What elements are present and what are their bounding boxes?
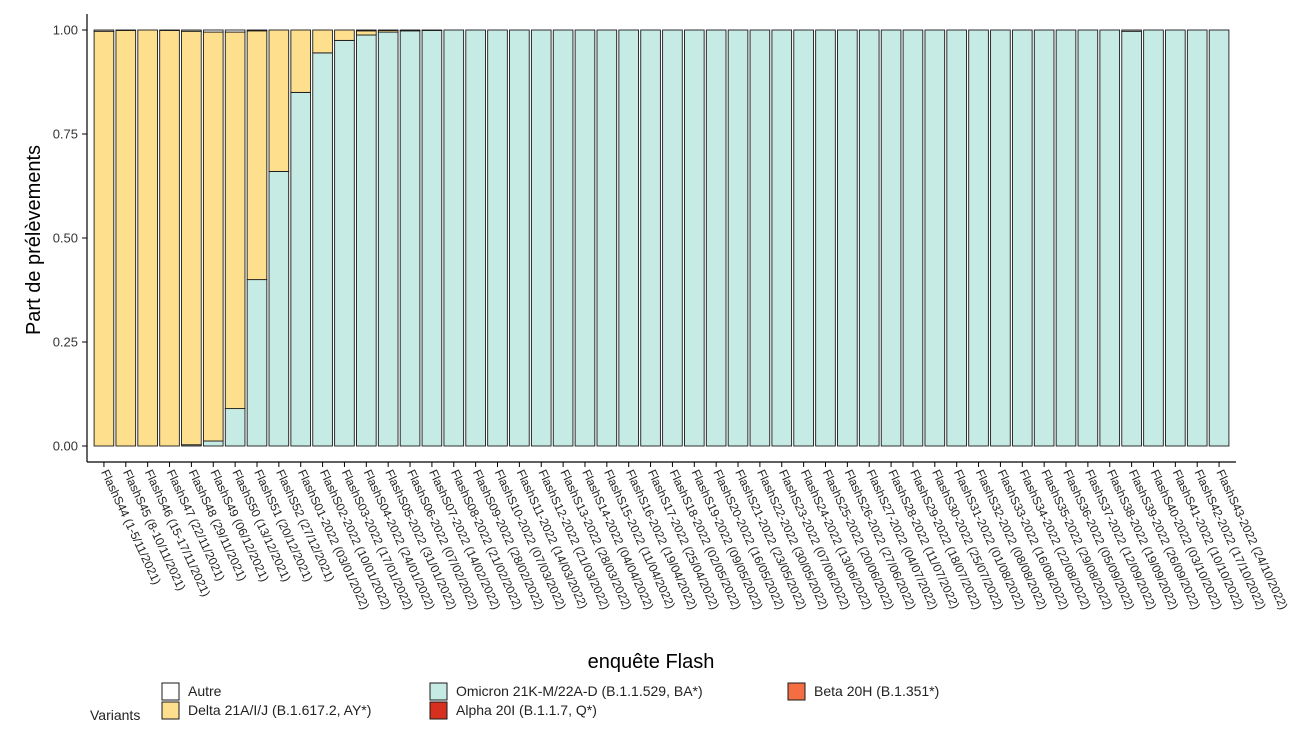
- legend-key-3: [429, 701, 448, 720]
- bar-segment-0-11: [334, 39, 355, 447]
- bar-segment-0-44: [1055, 29, 1077, 447]
- bar-segment-0-45: [1077, 29, 1099, 447]
- bar-segment-0-16: [443, 29, 465, 447]
- bar-segment-0-8: [268, 170, 290, 447]
- bar-segment-0-31: [771, 29, 793, 447]
- y-tick-label-1: 0.25: [53, 335, 78, 350]
- bar-segment-1-8: [268, 29, 290, 172]
- bar-segment-0-42: [1011, 29, 1033, 447]
- bar-segment-0-7: [246, 279, 268, 447]
- bar-segment-0-29: [727, 29, 749, 447]
- bar-segment-0-43: [1033, 29, 1055, 447]
- legend-label-3: Alpha 20I (B.1.1.7, Q*): [456, 702, 597, 718]
- bar-segment-0-35: [858, 29, 880, 447]
- bar-segment-0-17: [465, 29, 486, 447]
- bar-segment-1-4: [181, 30, 202, 446]
- y-ticks: 0.00 0.25 0.50 0.75 1.00: [53, 23, 87, 454]
- bar-segment-4-4: [181, 29, 202, 32]
- bar-segment-0-18: [487, 29, 508, 447]
- bar-segment-0-48: [1143, 29, 1164, 447]
- bar-segment-0-40: [968, 29, 989, 447]
- legend-title: Variants: [90, 707, 140, 723]
- bar-segment-0-20: [530, 29, 552, 447]
- bar-segment-0-21: [552, 29, 574, 447]
- bar-segment-0-32: [793, 29, 814, 447]
- bar-segment-0-9: [290, 91, 312, 447]
- bar-segment-0-38: [924, 29, 946, 447]
- bar-segment-4-0: [93, 29, 115, 32]
- legend-key-4: [787, 682, 806, 701]
- bar-segment-0-5: [202, 440, 224, 447]
- bar-segment-4-5: [202, 29, 224, 33]
- bar-segment-0-13: [377, 31, 399, 447]
- bar-segment-0-37: [902, 29, 924, 447]
- bar-segment-1-0: [93, 30, 115, 447]
- bar-segment-0-46: [1099, 29, 1121, 447]
- bar-segment-1-6: [224, 31, 246, 410]
- bar-segment-0-28: [705, 29, 727, 447]
- bar-segment-0-14: [399, 30, 421, 447]
- legend: Variants Autre Delta 21A/I/J (B.1.617.2, …: [90, 682, 939, 723]
- legend-key-0: [161, 682, 180, 701]
- bar-segment-0-41: [990, 29, 1011, 447]
- legend-label-4: Beta 20H (B.1.351*): [814, 683, 939, 699]
- x-ticks: FlashS44 (1-5/11/2021)FlashS45 (8-10/11/…: [98, 462, 1291, 612]
- bar-segment-4-7: [246, 29, 268, 32]
- bar-segment-1-9: [290, 29, 312, 93]
- bar-segment-0-27: [684, 29, 705, 447]
- bar-segment-0-15: [421, 29, 443, 447]
- bar-segment-0-6: [224, 408, 246, 447]
- bar-segment-0-25: [640, 29, 661, 447]
- bar-segment-0-30: [749, 29, 771, 447]
- legend-label-0: Autre: [188, 683, 222, 699]
- bar-segment-1-2: [137, 29, 158, 447]
- bar-segment-1-1: [115, 29, 137, 447]
- bar-segment-4-12: [356, 29, 377, 32]
- y-tick-label-3: 0.75: [53, 127, 78, 142]
- bar-segment-1-7: [246, 30, 268, 281]
- y-tick-label-4: 1.00: [53, 23, 78, 38]
- legend-key-2: [429, 682, 448, 701]
- x-axis-title: enquête Flash: [588, 651, 715, 673]
- y-axis-title: Part de prélèvements: [23, 145, 45, 335]
- bar-segment-0-36: [880, 29, 902, 447]
- bar-segment-0-34: [837, 29, 858, 447]
- bar-segment-1-5: [202, 31, 224, 442]
- bar-segment-1-11: [334, 29, 355, 41]
- legend-label-1: Delta 21A/I/J (B.1.617.2, AY*): [188, 702, 371, 718]
- bar-segment-0-23: [596, 29, 618, 447]
- bar-segment-0-22: [574, 29, 596, 447]
- y-tick-label-2: 0.50: [53, 231, 78, 246]
- bar-segment-0-10: [312, 52, 333, 447]
- bar-segment-1-12: [356, 30, 377, 36]
- bar-segment-0-19: [509, 29, 530, 447]
- bar-segment-0-33: [815, 29, 836, 447]
- y-tick-label-0: 0.00: [53, 439, 78, 454]
- bar-segment-0-12: [356, 34, 377, 447]
- bar-segment-0-49: [1165, 29, 1186, 447]
- bar-segment-0-39: [946, 29, 967, 447]
- bar-segment-4-6: [224, 29, 246, 33]
- bar-segment-0-47: [1121, 30, 1142, 447]
- bar-segment-0-24: [618, 29, 639, 447]
- bar-segment-1-10: [312, 29, 333, 54]
- bar-segment-0-26: [662, 29, 683, 447]
- bars-layer: [93, 29, 1230, 447]
- bar-segment-0-51: [1208, 29, 1230, 447]
- legend-key-1: [161, 701, 180, 720]
- bar-segment-1-3: [159, 29, 180, 447]
- legend-label-2: Omicron 21K-M/22A-D (B.1.1.529, BA*): [456, 683, 703, 699]
- bar-segment-0-50: [1186, 29, 1208, 447]
- bar-segment-4-47: [1121, 29, 1142, 32]
